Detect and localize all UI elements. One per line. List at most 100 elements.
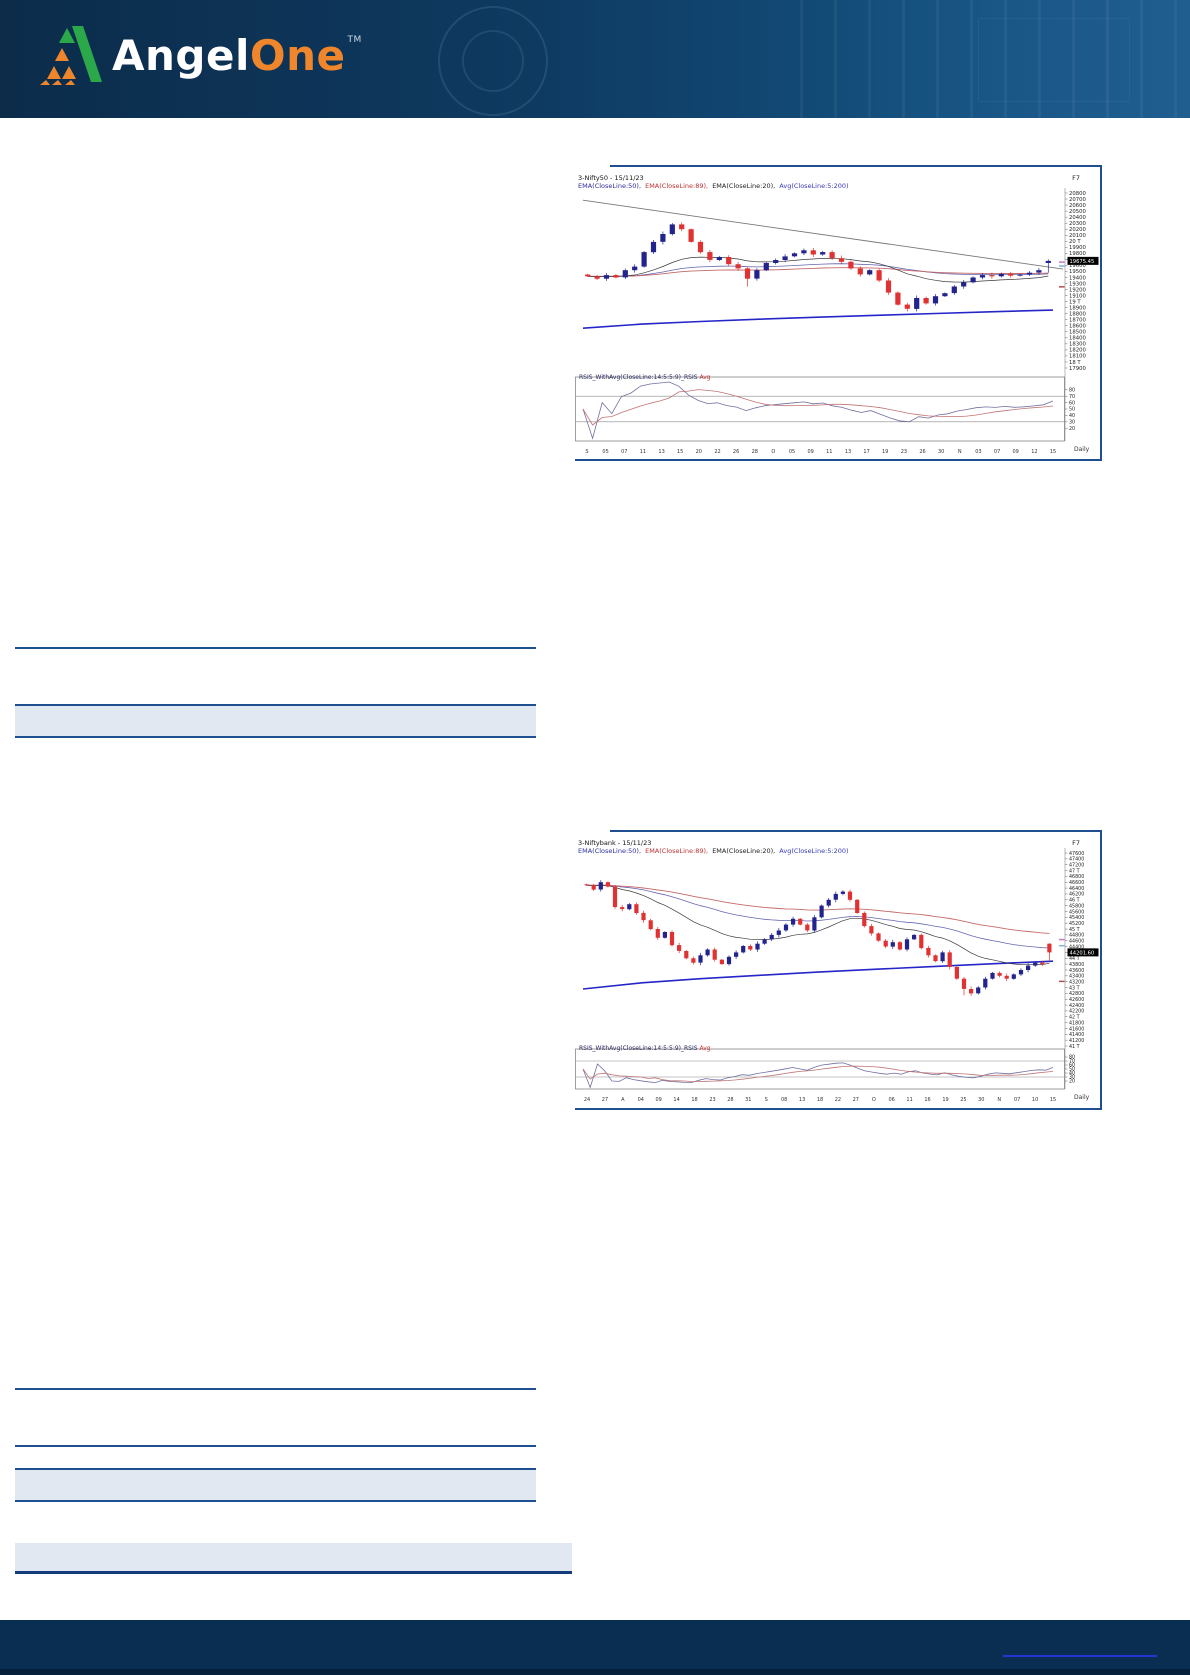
- svg-text:41400: 41400: [1069, 1032, 1084, 1038]
- svg-text:45800: 45800: [1069, 903, 1084, 909]
- svg-text:18400: 18400: [1069, 336, 1086, 342]
- svg-text:19 T: 19 T: [1069, 299, 1081, 305]
- svg-text:26: 26: [733, 449, 739, 455]
- svg-text:42200: 42200: [1069, 1009, 1084, 1015]
- svg-text:19900: 19900: [1069, 245, 1086, 251]
- svg-text:22: 22: [714, 449, 720, 455]
- timeframe-label: Daily: [1074, 1094, 1090, 1101]
- svg-text:06: 06: [889, 1097, 895, 1103]
- nifty50-chart-section: 20800 20700 20600 20500 20400 20300 20200 20100…: [575, 165, 1102, 461]
- svg-text:07: 07: [994, 449, 1000, 455]
- svg-text:28: 28: [752, 449, 758, 455]
- rsi-indicator-label: RSIS_WithAvg(CloseLine:14:5:5:9)_RSIS Av…: [579, 1045, 711, 1052]
- svg-text:43 T: 43 T: [1069, 985, 1080, 991]
- chart-legend: EMA(CloseLine:50), EMA(CloseLine:89), EM…: [578, 182, 851, 190]
- niftybank-chart-section: 47600 47400 47200 47 T 46800 46600 46400 46200 4…: [575, 830, 1102, 1110]
- svg-text:46 T: 46 T: [1069, 898, 1080, 904]
- svg-text:30: 30: [938, 449, 944, 455]
- svg-text:41800: 41800: [1069, 1020, 1084, 1026]
- svg-text:13: 13: [799, 1097, 805, 1103]
- svg-text:15: 15: [677, 449, 683, 455]
- svg-text:19200: 19200: [1069, 287, 1086, 293]
- svg-text:19500: 19500: [1069, 269, 1086, 275]
- svg-text:18500: 18500: [1069, 330, 1086, 336]
- svg-text:43600: 43600: [1069, 968, 1084, 974]
- angelone-logo-icon: [40, 26, 102, 85]
- circuit-circle-decoration: [438, 6, 548, 116]
- svg-text:N: N: [958, 449, 962, 455]
- angelone-logo: AngelOne TM: [38, 26, 362, 86]
- svg-text:11: 11: [826, 449, 832, 455]
- svg-text:18 T: 18 T: [1069, 360, 1081, 366]
- svg-text:11: 11: [906, 1097, 912, 1103]
- svg-text:12: 12: [1031, 449, 1037, 455]
- svg-text:17: 17: [863, 449, 869, 455]
- svg-text:13: 13: [845, 449, 851, 455]
- svg-text:10: 10: [1032, 1097, 1038, 1103]
- redacted-table-header-bar: [15, 1468, 536, 1502]
- svg-text:05: 05: [789, 449, 795, 455]
- redacted-caption-bar: [15, 1543, 572, 1571]
- chart-right-border: [1100, 830, 1102, 1110]
- legend-ema50: EMA(CloseLine:50),: [578, 847, 642, 855]
- svg-text:30: 30: [1069, 420, 1075, 426]
- svg-text:11: 11: [640, 449, 646, 455]
- circuit-chip-decoration: [978, 18, 1130, 102]
- svg-text:20 T: 20 T: [1069, 239, 1081, 245]
- svg-text:18600: 18600: [1069, 324, 1086, 330]
- brand-one: One: [249, 31, 346, 80]
- svg-text:O: O: [872, 1097, 876, 1103]
- svg-text:43800: 43800: [1069, 962, 1084, 968]
- timeframe-label: Daily: [1074, 446, 1090, 453]
- legend-ema89: EMA(CloseLine:89),: [645, 847, 709, 855]
- circuit-circle-inner-decoration: [462, 30, 524, 92]
- svg-text:20: 20: [1069, 426, 1075, 432]
- chart-legend: EMA(CloseLine:50), EMA(CloseLine:89), EM…: [578, 847, 851, 855]
- svg-text:16: 16: [924, 1097, 930, 1103]
- svg-text:23: 23: [901, 449, 907, 455]
- svg-text:20700: 20700: [1069, 197, 1086, 203]
- chart-fkey-label: F7: [1072, 174, 1080, 182]
- svg-text:19100: 19100: [1069, 293, 1086, 299]
- header-banner: AngelOne TM: [0, 0, 1190, 118]
- svg-text:18300: 18300: [1069, 342, 1086, 348]
- svg-text:45600: 45600: [1069, 909, 1084, 915]
- footer-link[interactable]: [1003, 1652, 1157, 1657]
- svg-text:N: N: [997, 1097, 1001, 1103]
- svg-text:27: 27: [853, 1097, 859, 1103]
- redacted-table-rule-bottom: [15, 1445, 536, 1447]
- svg-text:44600: 44600: [1069, 939, 1084, 945]
- svg-text:25: 25: [960, 1097, 966, 1103]
- svg-text:15: 15: [1050, 1097, 1056, 1103]
- brand-wordmark: AngelOne TM: [112, 35, 362, 77]
- svg-text:18900: 18900: [1069, 305, 1086, 311]
- svg-text:20100: 20100: [1069, 233, 1086, 239]
- footer-banner: [0, 1620, 1190, 1675]
- svg-text:A: A: [621, 1097, 625, 1103]
- svg-text:19600: 19600: [1069, 263, 1086, 269]
- chart-right-border: [1100, 165, 1102, 461]
- svg-text:44800: 44800: [1069, 933, 1084, 939]
- legend-ema20: EMA(CloseLine:20),: [712, 182, 776, 190]
- svg-text:20500: 20500: [1069, 209, 1086, 215]
- legend-avg200: Avg(CloseLine:5:200): [779, 182, 849, 190]
- svg-text:03: 03: [975, 449, 981, 455]
- svg-text:47200: 47200: [1069, 862, 1084, 868]
- svg-text:O: O: [771, 449, 775, 455]
- svg-text:50: 50: [1069, 407, 1075, 413]
- svg-text:20: 20: [696, 449, 702, 455]
- nifty50-candlestick-chart: 2080020700206002050020400203002020020100…: [575, 188, 1099, 455]
- svg-text:42800: 42800: [1069, 991, 1084, 997]
- svg-text:19400: 19400: [1069, 275, 1086, 281]
- svg-text:47400: 47400: [1069, 857, 1084, 863]
- redacted-table-header-bar: [15, 704, 536, 738]
- svg-text:50: 50: [1069, 1067, 1075, 1073]
- legend-ema50: EMA(CloseLine:50),: [578, 182, 642, 190]
- svg-text:20800: 20800: [1069, 191, 1086, 197]
- svg-text:60: 60: [1069, 1063, 1075, 1069]
- svg-text:41200: 41200: [1069, 1038, 1084, 1044]
- svg-text:46200: 46200: [1069, 892, 1084, 898]
- redacted-table-rule-top: [15, 1388, 536, 1390]
- svg-text:80: 80: [1069, 388, 1075, 394]
